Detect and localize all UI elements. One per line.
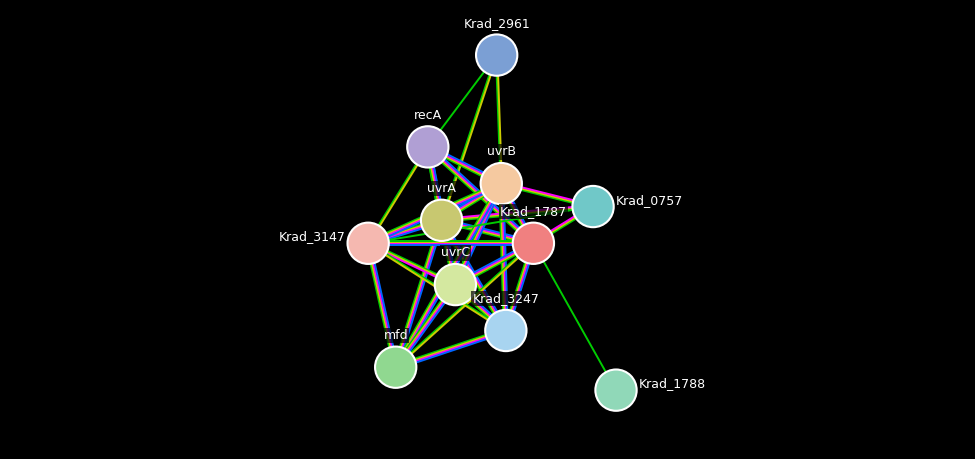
Circle shape [408,126,449,168]
Circle shape [435,264,476,305]
Circle shape [572,186,613,227]
Circle shape [486,310,526,351]
Text: Krad_3147: Krad_3147 [278,230,345,243]
Text: recA: recA [413,109,442,122]
Text: Krad_1788: Krad_1788 [639,377,706,390]
Circle shape [513,223,554,264]
Circle shape [476,34,518,76]
Text: uvrB: uvrB [487,146,516,158]
Text: uvrA: uvrA [427,182,456,195]
Circle shape [481,163,522,204]
Text: uvrC: uvrC [441,246,470,259]
Circle shape [596,369,637,411]
Text: Krad_1787: Krad_1787 [500,205,566,218]
Text: Krad_3247: Krad_3247 [473,292,539,305]
Circle shape [421,200,462,241]
Text: Krad_2961: Krad_2961 [463,17,530,30]
Text: mfd: mfd [383,329,408,342]
Circle shape [375,347,416,388]
Text: Krad_0757: Krad_0757 [616,194,683,207]
Circle shape [347,223,389,264]
